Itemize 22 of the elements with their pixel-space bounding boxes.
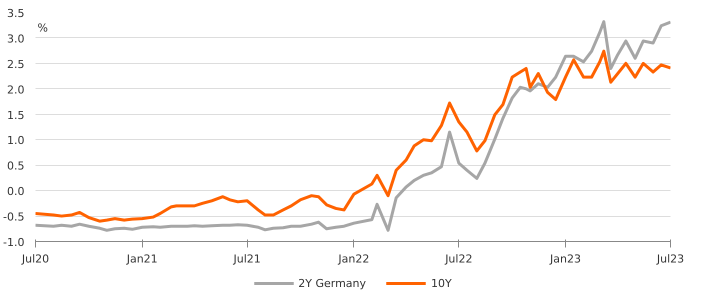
x-tick-label: Jul21 [232, 252, 261, 266]
y-tick-label: 3.0 [7, 32, 25, 46]
y-tick-label: 0.0 [7, 185, 25, 198]
legend-label: 2Y Germany [298, 276, 366, 290]
line-series [36, 50, 670, 223]
y-tick-label: 0.5 [7, 160, 25, 173]
y-tick-label: 1.0 [7, 134, 25, 148]
y-tick-label: -1.0 [3, 236, 25, 249]
x-tick-label: Jan21 [126, 252, 158, 266]
y-tick-label: 3.5 [7, 7, 25, 20]
line-series [36, 20, 670, 232]
y-tick-label: 2.5 [7, 58, 25, 71]
y-axis-title: % [38, 22, 48, 34]
x-tick-label: Jan22 [337, 252, 370, 266]
x-tick-label: Jan23 [549, 252, 582, 266]
x-tick-label: Jul22 [444, 252, 472, 266]
x-tick-label: Jul23 [656, 252, 684, 266]
y-tick-label: 1.5 [7, 108, 25, 122]
legend-label: 10Y [431, 276, 452, 290]
x-tick-label: Jul20 [20, 252, 50, 266]
y-tick-label: -0.5 [3, 210, 25, 224]
y-tick-label: 2.0 [7, 83, 25, 96]
